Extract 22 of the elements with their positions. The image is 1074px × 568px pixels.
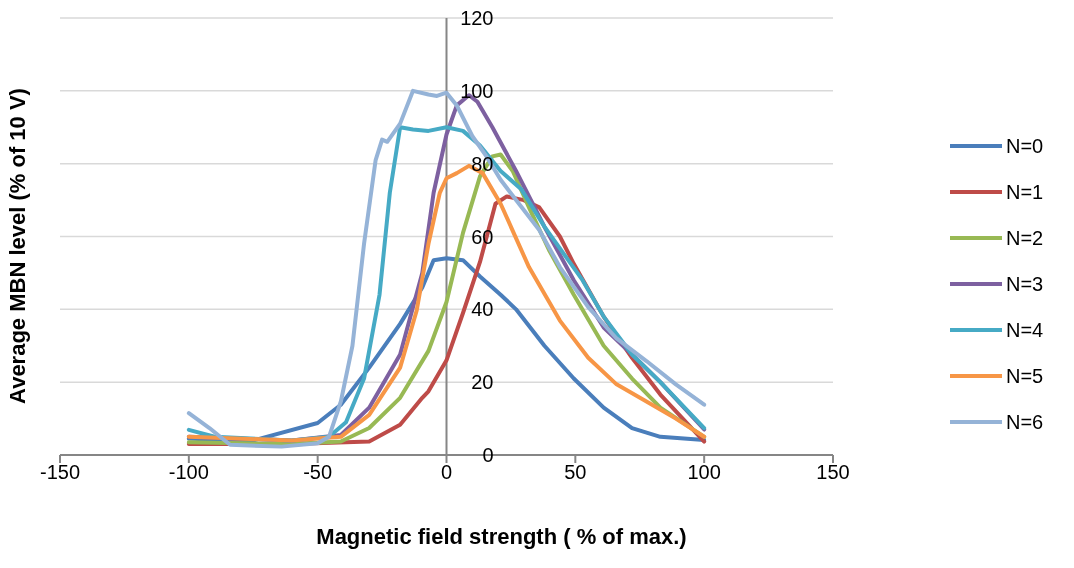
- y-tick-label: 120: [460, 7, 494, 29]
- x-tick-label: -50: [303, 461, 333, 484]
- y-tick-label: 100: [460, 79, 494, 102]
- legend-label: N=4: [1006, 318, 1044, 342]
- legend-label: N=2: [1006, 226, 1044, 250]
- y-tick-label: 40: [471, 298, 494, 321]
- legend-label: N=0: [1006, 134, 1044, 158]
- legend-label: N=1: [1006, 180, 1044, 204]
- x-tick-label: 50: [564, 461, 587, 484]
- y-tick-label: 0: [482, 444, 494, 466]
- x-tick-label: 150: [816, 461, 850, 484]
- x-axis-title: Magnetic field strength ( % of max.): [315, 524, 688, 550]
- legend-label: N=3: [1006, 272, 1044, 296]
- x-tick-label: -150: [39, 461, 81, 484]
- legend-label: N=6: [1006, 410, 1044, 434]
- legend-label: N=5: [1006, 364, 1044, 388]
- y-axis-title: Average MBN level (% of 10 V): [5, 87, 31, 406]
- x-tick-label: -100: [168, 461, 209, 484]
- x-tick-label: 0: [440, 461, 453, 484]
- y-tick-label: 20: [471, 371, 494, 394]
- x-tick-label: 100: [687, 461, 721, 484]
- y-tick-label: 80: [471, 152, 494, 175]
